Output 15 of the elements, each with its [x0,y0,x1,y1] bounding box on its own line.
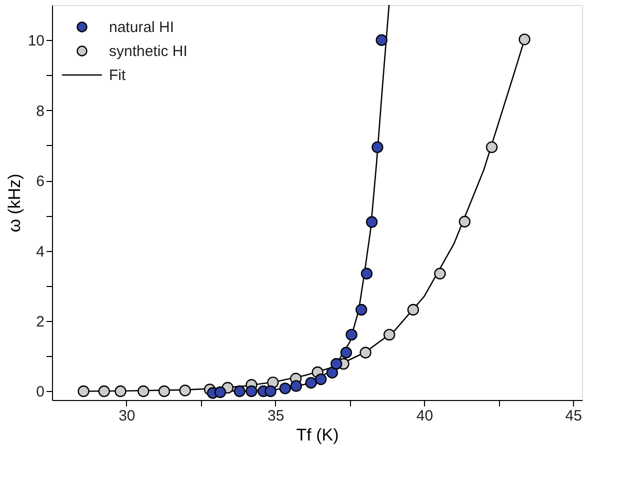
y-tick-label: 2 [36,314,44,330]
y-tick-label: 4 [36,243,44,260]
y-tick-label: 0 [36,384,44,401]
legend-label: synthetic HI [109,43,188,60]
legend-label: Fit [109,67,126,84]
legend-label: natural HI [109,19,174,36]
y-tick-label: 8 [36,102,44,120]
y-axis-title: ω (kHz) [4,174,24,232]
x-tick-label: 35 [267,408,284,424]
x-axis-title: Tf (K) [296,426,339,444]
y-tick-label: 6 [36,173,44,190]
x-tick-label: 45 [565,408,582,424]
x-tick-label: 40 [416,408,434,424]
y-tick-label: 10 [28,32,44,50]
x-tick-label: 30 [118,408,136,424]
